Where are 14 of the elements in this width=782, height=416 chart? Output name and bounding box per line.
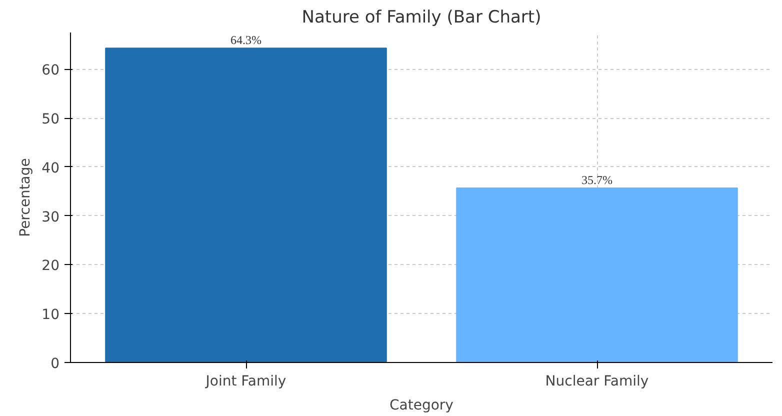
x-tick-label: Nuclear Family: [545, 374, 649, 390]
y-tick-label: 20: [42, 258, 60, 274]
y-tick-label: 0: [50, 356, 60, 372]
x-axis-title: Category: [390, 398, 454, 414]
y-tick-label: 50: [42, 112, 60, 128]
y-tick-label: 40: [42, 160, 60, 176]
y-tick-label: 10: [42, 307, 60, 324]
data-label: 35.7%: [582, 172, 612, 187]
data-label: 64.3%: [230, 33, 262, 48]
chart-title: Nature of Family (Bar Chart): [302, 8, 542, 28]
y-axis-title: Percentage: [18, 158, 34, 237]
x-tick-label: Joint Family: [204, 374, 286, 390]
y-tick-label: 30: [42, 209, 60, 226]
y-tick-label: 60: [42, 62, 60, 79]
